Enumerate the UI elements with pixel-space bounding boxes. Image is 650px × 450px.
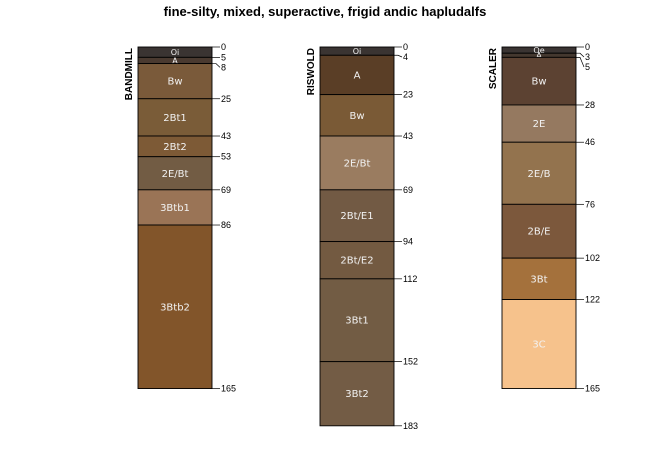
horizon-label: Bw (167, 77, 182, 88)
depth-label: 69 (403, 185, 413, 195)
depth-tick (212, 63, 221, 68)
profile-name: BANDMILL (124, 48, 135, 100)
depth-label: 4 (403, 52, 408, 62)
profile-name: RISWOLD (306, 48, 317, 95)
horizon-label: A (354, 70, 361, 81)
depth-label: 3 (585, 52, 590, 62)
horizon-2Bt/E1 (319, 189, 395, 243)
horizon-label: 2E/B (528, 169, 551, 180)
depth-label: 69 (221, 185, 231, 195)
horizon-label: A (536, 51, 542, 60)
horizon-label: Bw (349, 111, 364, 122)
depth-label: 76 (585, 199, 595, 209)
depth-label: 0 (585, 42, 590, 52)
depth-label: 152 (403, 357, 418, 367)
horizon-label: 2Bt1 (163, 113, 187, 124)
horizon-label: A (172, 56, 178, 65)
depth-label: 0 (221, 42, 226, 52)
depth-label: 25 (221, 94, 231, 104)
depth-label: 53 (221, 152, 231, 162)
depth-label: 165 (221, 384, 236, 394)
depth-label: 8 (221, 62, 226, 72)
horizon-label: Oe (533, 46, 544, 55)
profiles-group: OiABw2Bt12Bt22E/Bt3Btb13Btb2058254353698… (124, 42, 600, 431)
horizon-label: 3Bt1 (345, 316, 369, 327)
depth-label: 43 (403, 131, 413, 141)
horizon-3C (501, 299, 577, 390)
depth-label: 5 (221, 52, 226, 62)
horizon-3Bt2 (319, 361, 395, 427)
horizon-label: 2Bt/E2 (340, 256, 373, 267)
horizon-3Bt1 (319, 278, 395, 363)
depth-label: 94 (403, 237, 413, 247)
profile-bandmill: OiA Bw 2Bt1 2Bt2 2E/Bt 3Btb1 3Btb2 058 25 43 53 69 8… (124, 42, 236, 394)
horizon-label: Bw (531, 77, 546, 88)
depth-label: 23 (403, 90, 413, 100)
depth-tick (394, 54, 403, 58)
depth-label: 165 (585, 384, 600, 394)
depth-label: 43 (221, 131, 231, 141)
depth-label: 5 (585, 62, 590, 72)
depth-label: 46 (585, 137, 595, 147)
profile-riswold: Oi A Bw 2E/Bt 2Bt/E1 2Bt/E2 3Bt1 3Bt2 04 23 43 69 94… (306, 42, 418, 431)
horizon-label: 2E/Bt (344, 158, 371, 169)
horizon-Bw (137, 63, 213, 100)
horizon-3Btb1 (137, 189, 213, 226)
horizon-2E/Bt (137, 156, 213, 191)
profile-name: SCALER (488, 47, 499, 89)
horizon-label: 2Bt2 (163, 142, 187, 153)
horizon-3Btb2 (137, 224, 213, 390)
horizon-label: Oi (353, 47, 362, 56)
depth-label: 183 (403, 421, 418, 431)
horizon-2E/B (501, 141, 577, 205)
chart-title: fine-silty, mixed, superactive, frigid a… (164, 4, 487, 19)
horizon-label: 2B/E (528, 227, 551, 238)
depth-label: 0 (403, 42, 408, 52)
depth-label: 102 (585, 253, 600, 263)
horizon-label: 3Bt2 (345, 389, 369, 400)
depth-tick (576, 56, 585, 68)
horizon-label: 3Btb2 (160, 302, 190, 313)
horizon-label: 3Btb1 (160, 203, 190, 214)
horizon-label: 2E (533, 119, 546, 130)
depth-label: 28 (585, 100, 595, 110)
depth-label: 122 (585, 295, 600, 305)
profile-scaler: OeA Bw 2E 2E/B 2B/E 3Bt 3C 035 28 46 76 102 122 165 SC… (488, 42, 600, 394)
depth-label: 112 (403, 274, 417, 284)
horizon-Bw (501, 56, 577, 106)
horizon-label: 3C (532, 340, 545, 351)
horizon-label: Oi (171, 48, 180, 57)
horizon-label: 3Bt (530, 274, 547, 285)
depth-tick (576, 52, 585, 58)
horizon-A (319, 54, 395, 96)
horizon-2Bt/E2 (319, 241, 395, 280)
horizon-label: 2Bt/E1 (340, 211, 373, 222)
horizon-2E/Bt (319, 135, 395, 191)
horizon-2B/E (501, 203, 577, 259)
horizon-2E (501, 104, 577, 143)
depth-label: 86 (221, 220, 231, 230)
horizon-label: 2E/Bt (162, 169, 189, 180)
